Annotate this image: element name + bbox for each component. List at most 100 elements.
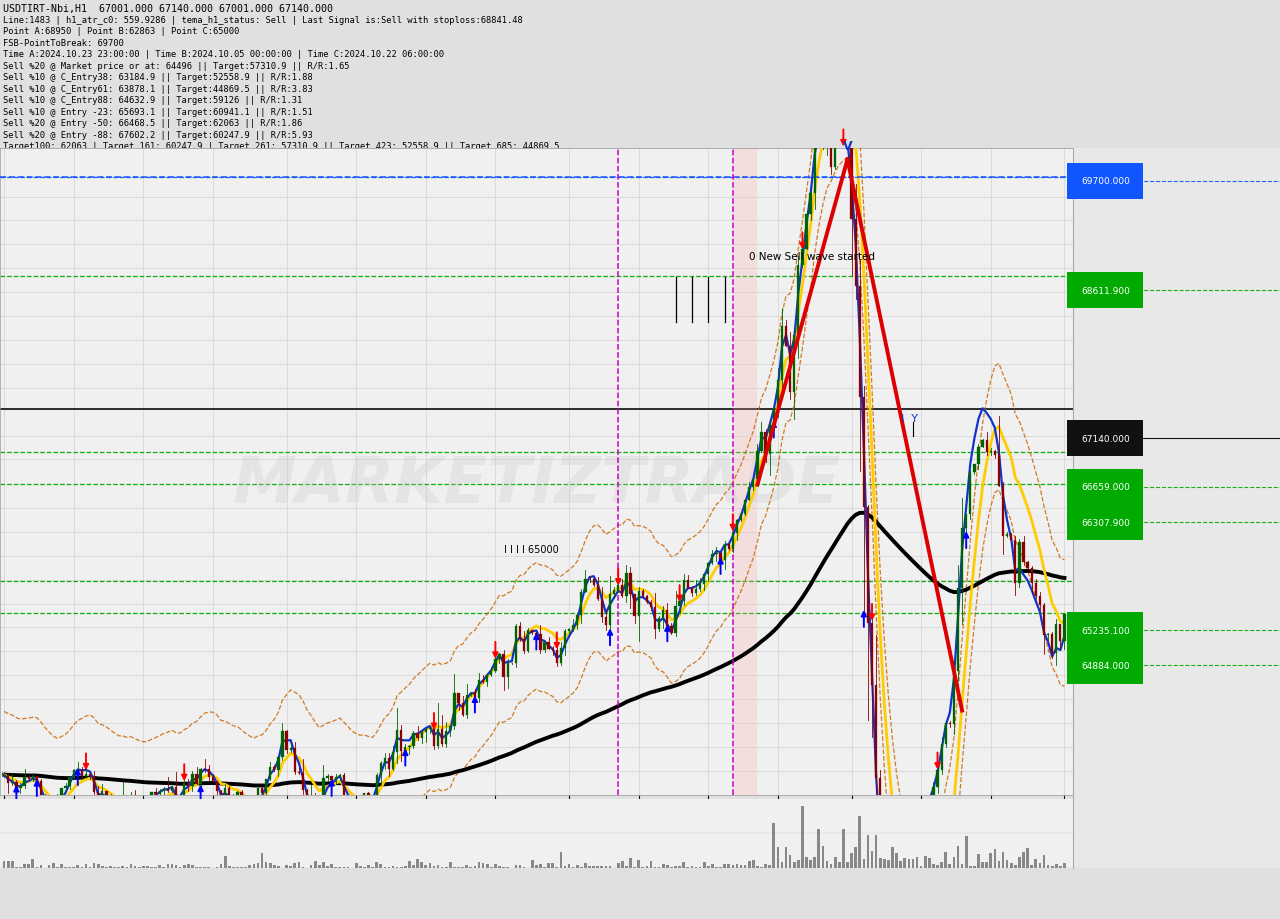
Bar [425, 729, 428, 732]
Bar [150, 792, 152, 800]
Bar [736, 865, 739, 868]
Bar [40, 865, 42, 868]
Bar [462, 704, 463, 715]
Bar [40, 781, 42, 797]
Bar [855, 220, 856, 287]
Bar [347, 798, 349, 802]
Bar [937, 770, 938, 788]
Bar [727, 864, 730, 868]
Bar [207, 769, 210, 777]
Bar [794, 335, 795, 392]
Bar [544, 642, 545, 651]
Bar [183, 783, 186, 797]
Bar [367, 865, 370, 868]
Text: Sell %10 @ C_Entry88: 64632.9 || Target:59126 || R/R:1.31: Sell %10 @ C_Entry88: 64632.9 || Target:… [4, 96, 302, 105]
Bar [105, 791, 108, 796]
Bar [932, 864, 934, 868]
Bar [805, 857, 808, 868]
Bar [829, 864, 832, 868]
Bar [73, 770, 74, 777]
Bar [989, 853, 992, 868]
Bar [539, 864, 541, 868]
Bar [973, 465, 975, 472]
Bar [1030, 865, 1033, 868]
Bar [412, 865, 415, 868]
Bar [436, 729, 439, 746]
Bar [822, 846, 824, 868]
Bar [675, 867, 677, 868]
Bar [863, 397, 865, 507]
Bar [442, 729, 443, 744]
Bar [1010, 863, 1012, 868]
Bar [306, 790, 308, 806]
Bar [60, 789, 63, 804]
Bar [1030, 569, 1033, 583]
Bar [535, 633, 538, 634]
Bar [498, 654, 500, 659]
Bar [84, 774, 87, 776]
Bar [19, 786, 22, 788]
Bar [625, 573, 627, 596]
Bar [146, 866, 148, 868]
Bar [166, 789, 169, 791]
Bar [1002, 487, 1005, 537]
Bar [114, 801, 115, 803]
Bar [175, 788, 177, 806]
Bar [339, 775, 340, 777]
Bar [678, 866, 681, 868]
Bar [961, 864, 964, 868]
Bar [396, 867, 398, 868]
Bar [367, 794, 370, 800]
Bar [589, 867, 591, 868]
Bar [867, 835, 869, 868]
Bar [805, 215, 808, 249]
Text: USDTIRT-Nbi,H1  67001.000 67140.000 67001.000 67140.000: USDTIRT-Nbi,H1 67001.000 67140.000 67001… [4, 5, 333, 15]
Bar [768, 425, 771, 455]
Bar [736, 521, 739, 534]
Bar [850, 147, 852, 220]
Bar [73, 867, 76, 868]
Bar [466, 865, 468, 868]
Bar [1027, 848, 1029, 868]
Bar [733, 149, 758, 795]
Bar [879, 858, 882, 868]
Bar [982, 862, 984, 868]
Bar [859, 816, 861, 868]
Bar [645, 866, 648, 868]
Bar [129, 864, 132, 868]
Bar [518, 865, 521, 868]
Bar [969, 867, 972, 868]
Bar [941, 862, 943, 868]
Bar [12, 861, 14, 868]
Bar [666, 865, 668, 868]
Bar [457, 693, 460, 704]
Bar [1006, 859, 1009, 868]
Bar [691, 866, 694, 868]
Bar [744, 500, 746, 515]
Bar [159, 791, 161, 794]
Bar [494, 659, 497, 671]
Bar [920, 867, 923, 868]
Bar [155, 867, 157, 868]
Bar [993, 849, 996, 868]
Bar [833, 857, 837, 868]
Bar [556, 651, 558, 664]
Bar [846, 862, 849, 868]
Bar [302, 867, 305, 868]
Bar [695, 867, 698, 868]
Bar [740, 865, 742, 868]
Bar [911, 859, 914, 868]
Bar [568, 630, 570, 631]
Bar [600, 599, 603, 617]
Bar [150, 867, 152, 868]
Bar [764, 432, 767, 455]
Bar [310, 865, 312, 868]
Bar [654, 607, 657, 630]
Bar [1051, 867, 1053, 868]
Bar [101, 791, 104, 806]
Bar [773, 409, 774, 425]
Bar [945, 723, 947, 743]
Bar [945, 853, 947, 868]
Bar [358, 867, 362, 868]
Bar [81, 867, 83, 868]
